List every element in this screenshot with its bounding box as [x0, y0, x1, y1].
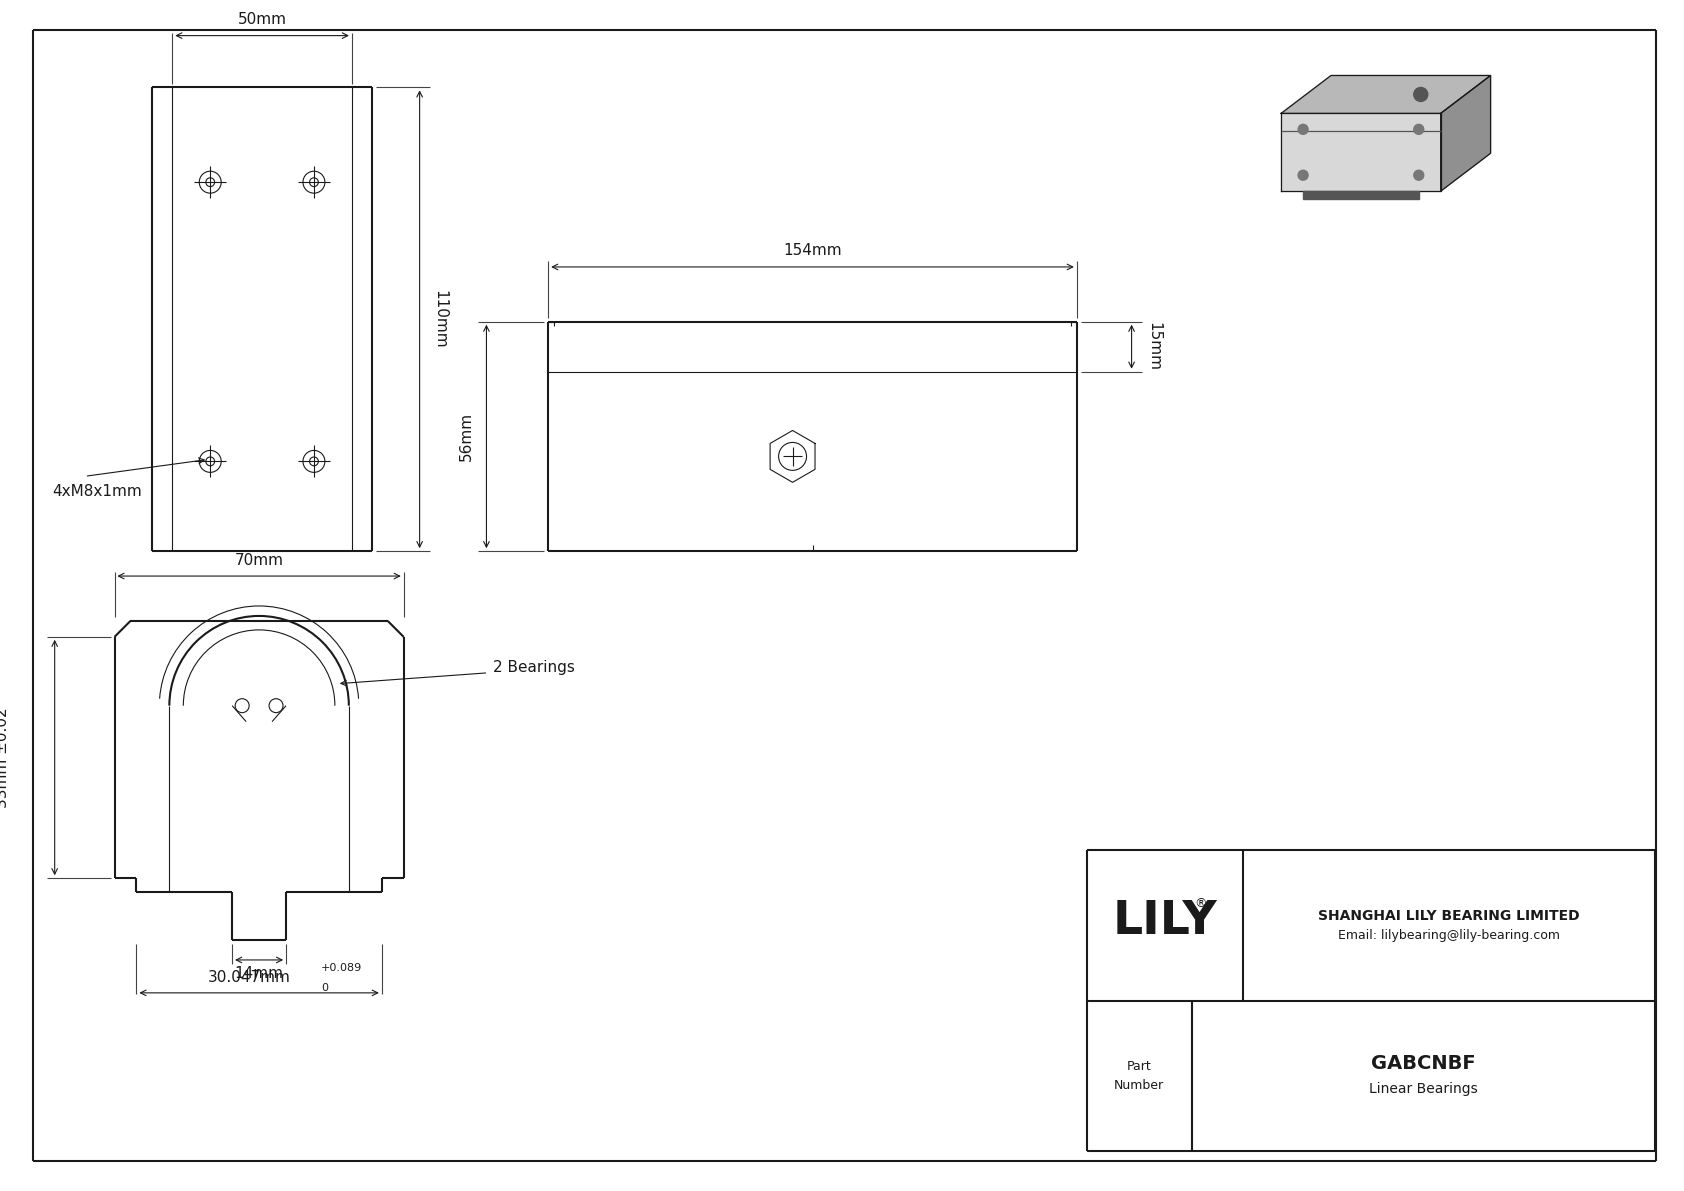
Text: 154mm: 154mm [783, 243, 842, 258]
Circle shape [1298, 170, 1308, 180]
Text: Email: lilybearing@lily-bearing.com: Email: lilybearing@lily-bearing.com [1339, 929, 1559, 942]
Text: 56mm: 56mm [460, 412, 473, 461]
Circle shape [1415, 87, 1428, 101]
Text: 30.047mm: 30.047mm [207, 971, 291, 985]
Text: +0.089: +0.089 [322, 964, 362, 973]
Text: 0: 0 [322, 983, 328, 993]
Text: 14mm: 14mm [234, 966, 283, 981]
Text: 110mm: 110mm [433, 289, 446, 349]
Text: Linear Bearings: Linear Bearings [1369, 1083, 1479, 1096]
Text: 15mm: 15mm [1147, 323, 1160, 372]
Text: LILY: LILY [1113, 899, 1218, 944]
Text: ®: ® [1194, 897, 1207, 910]
Polygon shape [1282, 75, 1490, 113]
Text: 2 Bearings: 2 Bearings [493, 660, 576, 675]
Circle shape [1415, 170, 1423, 180]
Polygon shape [1282, 113, 1442, 192]
Polygon shape [1442, 75, 1490, 192]
Text: Part
Number: Part Number [1115, 1060, 1164, 1092]
Circle shape [1298, 124, 1308, 135]
Text: 50mm: 50mm [237, 12, 286, 27]
Text: GABCNBF: GABCNBF [1371, 1054, 1475, 1073]
Text: 33mm ±0.02: 33mm ±0.02 [0, 707, 10, 807]
Circle shape [1415, 124, 1423, 135]
Polygon shape [1303, 192, 1418, 199]
Text: SHANGHAI LILY BEARING LIMITED: SHANGHAI LILY BEARING LIMITED [1319, 909, 1580, 923]
Text: 70mm: 70mm [234, 553, 283, 568]
Text: 4xM8x1mm: 4xM8x1mm [52, 484, 143, 499]
